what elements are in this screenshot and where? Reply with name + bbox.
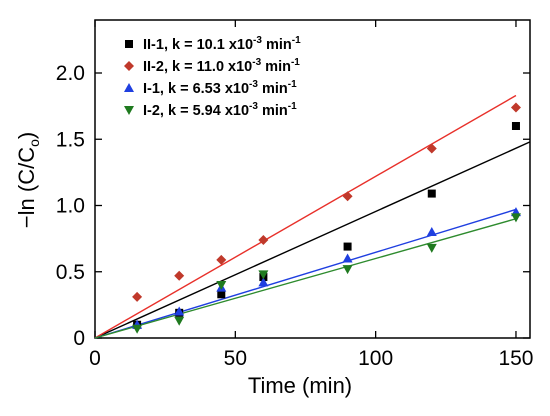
legend-label-I-2: I-2, k = 5.94 x10-3 min-1 — [143, 101, 297, 119]
plot-area — [94, 19, 531, 339]
point-II-1 — [427, 189, 436, 198]
legend: II-1, k = 10.1 x10-3 min-1 II-2, k = 11.0… — [124, 35, 301, 119]
x-tick-label: 50 — [224, 347, 247, 370]
point-II-2 — [216, 254, 227, 265]
point-I-1 — [174, 306, 185, 316]
point-II-2 — [510, 102, 521, 113]
y-tick-label: 0.5 — [56, 261, 85, 284]
fit-line-II-2 — [94, 94, 517, 339]
legend-marker-II-1 — [125, 40, 133, 48]
point-II-2 — [426, 143, 437, 154]
fit-line-II-1 — [94, 141, 531, 339]
point-II-2 — [342, 191, 353, 202]
point-II-2 — [132, 291, 143, 302]
legend-marker-II-2 — [124, 61, 134, 71]
point-II-1 — [343, 242, 352, 251]
point-I-1 — [426, 227, 437, 236]
fit-line-I-2 — [94, 218, 517, 339]
fit-lines — [94, 94, 531, 339]
axis-ticks: 0 50 100 150 0 0.5 1.0 1.5 2.0 — [56, 20, 533, 370]
point-I-2 — [174, 316, 185, 326]
y-tick-label: 1.0 — [56, 195, 85, 218]
x-tick-label: 150 — [498, 347, 533, 370]
legend-label-II-2: II-2, k = 11.0 x10-3 min-1 — [143, 57, 300, 75]
y-tick-label: 1.5 — [56, 128, 85, 151]
fit-line-I-1 — [94, 208, 517, 339]
point-I-2 — [258, 270, 269, 280]
legend-label-I-1: I-1, k = 6.53 x10-3 min-1 — [143, 79, 297, 97]
legend-label-II-1: II-1, k = 10.1 x10-3 min-1 — [143, 35, 301, 53]
y-tick-label: 2.0 — [56, 62, 85, 85]
point-I-2 — [426, 243, 437, 253]
x-tick-label: 0 — [89, 347, 101, 370]
point-II-1 — [511, 122, 520, 130]
x-axis-title: Time (min) — [248, 373, 352, 398]
point-II-2 — [174, 270, 185, 281]
legend-marker-I-2 — [124, 106, 134, 115]
point-II-2 — [258, 234, 269, 245]
point-I-2 — [342, 265, 353, 275]
point-I-2 — [510, 213, 521, 223]
y-axis-title: −ln (C/Co) — [14, 132, 42, 228]
y-tick-label: 0 — [73, 327, 85, 350]
point-I-2 — [216, 281, 227, 290]
point-II-1 — [217, 290, 226, 299]
point-I-1 — [258, 277, 269, 287]
legend-marker-I-1 — [124, 83, 134, 92]
data-points — [132, 102, 521, 334]
x-tick-label: 100 — [358, 347, 393, 370]
point-I-1 — [342, 253, 353, 263]
point-I-2 — [132, 324, 143, 334]
